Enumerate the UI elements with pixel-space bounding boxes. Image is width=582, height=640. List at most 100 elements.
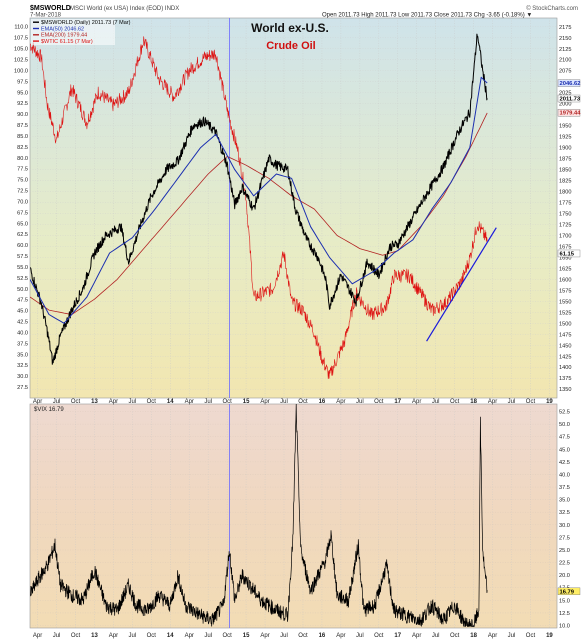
x-tick-label: Jul [53,399,61,405]
y-left-tick-label: 82.5 [17,145,28,151]
x-tick-label-vix: Jul [204,633,212,639]
trendline [426,227,497,342]
y-left-tick-label: 45.0 [17,309,28,315]
x-tick-label: Oct [71,399,81,405]
x-tick-label: Oct [298,399,308,405]
x-tick-label-vix: Oct [298,633,308,639]
x-tick-label: Apr [336,399,345,405]
y-right-tick-label: 2125 [559,47,571,53]
legend-entry: $WTIC 61.15 (7 Mar) [41,39,93,45]
x-tick-label: 15 [243,399,250,405]
x-tick-label-vix: 15 [243,633,250,639]
y-left-tick-label: 42.5 [17,320,28,326]
y-left-tick-label: 27.5 [17,385,28,391]
y-right-tick-label: 1825 [559,179,571,185]
y-right-tick-label: 1650 [559,255,571,261]
x-tick-label-vix: Jul [508,633,516,639]
legend-entry: EMA(50) 2046.62 [41,26,84,32]
x-tick-label-vix: Apr [109,633,118,639]
x-tick-label: Jul [356,399,364,405]
x-tick-label-vix: 13 [91,633,98,639]
x-tick-label: 18 [470,399,477,405]
price-legend: $MSWORLD (Daily) 2011.73 (7 Mar)EMA(50) … [31,19,131,45]
x-tick-label-vix: Oct [147,633,157,639]
y-left-tick-label: 60.0 [17,243,28,249]
y-left-tick-label: 77.5 [17,167,28,173]
value-badge-label: 2011.73 [560,97,581,103]
x-tick-label-vix: Jul [53,633,61,639]
legend-entry: EMA(200) 1979.44 [41,33,87,39]
y-left-tick-label: 55.0 [17,265,28,271]
price-panel [29,17,558,399]
y-right-tick-label: 1525 [559,310,571,316]
watermark: © StockCharts.com [526,5,578,12]
vix-tick-label: 42.5 [559,460,570,466]
y-left-tick-label: 32.5 [17,363,28,369]
right-axis-badges: 2046.62 2011.73 1979.44 61.15 16.79 [557,79,581,596]
x-tick-label-vix: Apr [33,633,42,639]
x-tick-label: Apr [185,399,194,405]
y-left-tick-label: 70.0 [17,199,28,205]
vix-tick-label: 47.5 [559,435,570,441]
x-tick-label-vix: Oct [526,633,536,639]
x-tick-label-vix: Oct [222,633,232,639]
x-tick-label-vix: Oct [374,633,384,639]
y-right-tick-label: 1625 [559,266,571,272]
x-tick-label-vix: Apr [412,633,421,639]
y-right-tick-label: 1375 [559,376,571,382]
y-right-tick-label: 1925 [559,135,571,141]
y-left-tick-label: 87.5 [17,123,28,129]
vix-tick-label: 37.5 [559,485,570,491]
x-tick-label: Oct [450,399,460,405]
value-badge-label: 61.15 [560,251,575,257]
y-left-tick-label: 52.5 [17,276,28,282]
y-right-tick-label: 1475 [559,332,571,338]
y-right-tick-label: 1575 [559,288,571,294]
y-left-tick-label: 50.0 [17,287,28,293]
vix-tick-label: 30.0 [559,523,570,529]
vix-tick-label: 45.0 [559,447,570,453]
symbol-label: $MSWORLD [30,5,71,12]
value-badge-label: 2046.62 [560,81,581,87]
vix-tick-label: 15.0 [559,598,570,604]
y-right-tick-label: 1600 [559,277,571,283]
vix-tick-label: 27.5 [559,535,570,541]
y-right-tick-label: 2100 [559,58,571,64]
y-right-tick-label: 1750 [559,211,571,217]
value-badge [557,587,581,596]
vix-tick-label: 40.0 [559,472,570,478]
vix-tick-label: 25.0 [559,548,570,554]
x-tick-label-vix: 14 [167,633,174,639]
y-right-tick-label: 1425 [559,354,571,360]
legend-entry: $MSWORLD (Daily) 2011.73 (7 Mar) [41,20,131,26]
y-left-tick-label: 30.0 [17,374,28,380]
value-badge [557,249,581,258]
vix-tick-label: 20.0 [559,573,570,579]
x-tick-label: Oct [222,399,232,405]
x-tick-label-vix: Apr [185,633,194,639]
x-tick-label: Jul [508,399,516,405]
y-left-tick-label: 47.5 [17,298,28,304]
chart-date: 7-Mar-2018 [30,13,62,19]
annotation-subtitle: Crude Oil [266,40,316,52]
y-right-tick-label: 2075 [559,69,571,75]
symbol-description: MSCI World (ex USA) Index (EOD) INDX [70,6,179,12]
y-right-tick-label: 1400 [559,365,571,371]
x-tick-label: 19 [546,399,553,405]
y-left-tick-label: 92.5 [17,101,28,107]
y-left-tick-label: 105.0 [14,47,28,53]
annotation-title: World ex-U.S. [251,21,329,35]
x-tick-label-vix: Apr [260,633,269,639]
y-right-tick-label: 2150 [559,36,571,42]
y-left-tick-label: 65.0 [17,221,28,227]
x-tick-label: Apr [109,399,118,405]
y-right-tick-label: 1775 [559,201,571,207]
y-left-tick-label: 110.0 [14,25,28,31]
vix-tick-label: 22.5 [559,561,570,567]
y-left-tick-label: 62.5 [17,232,28,238]
vix-tick-label: 50.0 [559,422,570,428]
y-left-tick-label: 37.5 [17,341,28,347]
y-left-tick-label: 72.5 [17,189,28,195]
ohlc-readout: Open 2011.73 High 2011.73 Low 2011.73 Cl… [322,13,532,19]
value-badge-label: 16.79 [560,589,575,595]
